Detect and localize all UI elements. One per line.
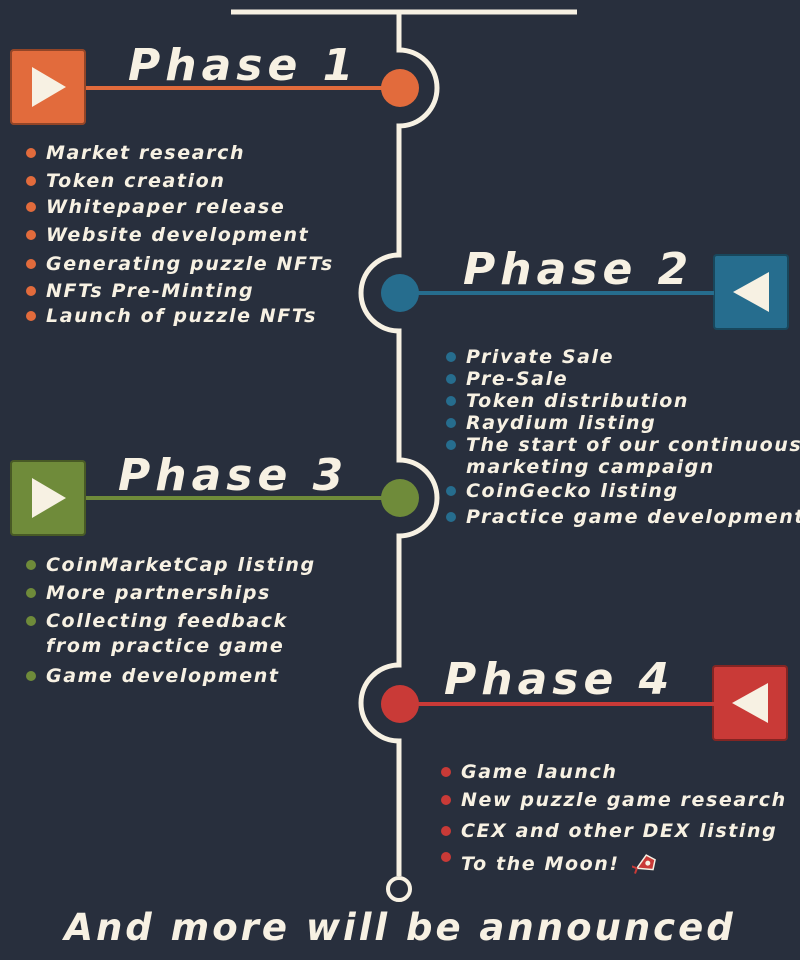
footer-announcement: And more will be announced	[64, 906, 736, 949]
play-right-icon	[32, 478, 66, 518]
play-right-icon	[32, 67, 66, 107]
list-item: Website development	[26, 224, 334, 246]
list-item: CoinGecko listing	[446, 480, 800, 502]
list-item: More partnerships	[26, 582, 316, 604]
list-item: Game launch	[441, 761, 787, 783]
timeline-end-node	[386, 876, 412, 902]
list-item: Generating puzzle NFTs	[26, 253, 334, 275]
phase-2-connector	[416, 291, 714, 295]
phase-2-node	[381, 274, 419, 312]
phase-1-title: Phase 1	[128, 40, 359, 91]
list-item: Token distribution	[446, 390, 800, 412]
list-item: To the Moon!	[441, 846, 787, 875]
list-item-continuation: marketing campaign	[466, 456, 715, 478]
list-item: Game development	[26, 665, 316, 687]
phase-4-list: Game launch New puzzle game research CEX…	[441, 761, 787, 875]
phase-1-node	[381, 69, 419, 107]
list-item: NFTs Pre-Minting	[26, 280, 334, 302]
phase-3-node	[381, 479, 419, 517]
phase-4-title: Phase 4	[444, 654, 675, 705]
phase-3-play-button[interactable]	[10, 460, 86, 536]
play-left-icon	[732, 683, 768, 723]
list-item: Pre-Sale	[446, 368, 800, 390]
phase-1-list: Market research Token creation Whitepape…	[26, 142, 334, 327]
phase-3-connector	[86, 496, 386, 500]
phase-1-connector	[86, 86, 386, 90]
list-item: Practice game development	[446, 506, 800, 528]
list-item: CoinMarketCap listing	[26, 554, 316, 576]
list-item: Token creation	[26, 170, 334, 192]
list-item: Private Sale	[446, 346, 800, 368]
list-item: Collecting feedback	[26, 610, 316, 632]
list-item: Raydium listing	[446, 412, 800, 434]
phase-4-play-button[interactable]	[712, 665, 788, 741]
phase-2-play-button[interactable]	[713, 254, 789, 330]
list-item: Launch of puzzle NFTs	[26, 305, 334, 327]
list-item: The start of our continuous	[446, 434, 800, 456]
list-item: New puzzle game research	[441, 789, 787, 811]
phase-4-connector	[416, 702, 714, 706]
phase-4-node	[381, 685, 419, 723]
list-item: Market research	[26, 142, 334, 164]
list-item: CEX and other DEX listing	[441, 820, 787, 842]
rocket-icon	[631, 854, 656, 874]
phase-2-list: Private Sale Pre-Sale Token distribution…	[446, 346, 800, 528]
list-item: Whitepaper release	[26, 196, 334, 218]
phase-1-play-button[interactable]	[10, 49, 86, 125]
play-left-icon	[733, 272, 769, 312]
phase-2-title: Phase 2	[463, 244, 694, 295]
phase-3-list: CoinMarketCap listing More partnerships …	[26, 554, 316, 687]
phase-3-title: Phase 3	[118, 450, 349, 501]
timeline-spine	[358, 12, 440, 876]
list-item-continuation: from practice game	[46, 635, 285, 657]
